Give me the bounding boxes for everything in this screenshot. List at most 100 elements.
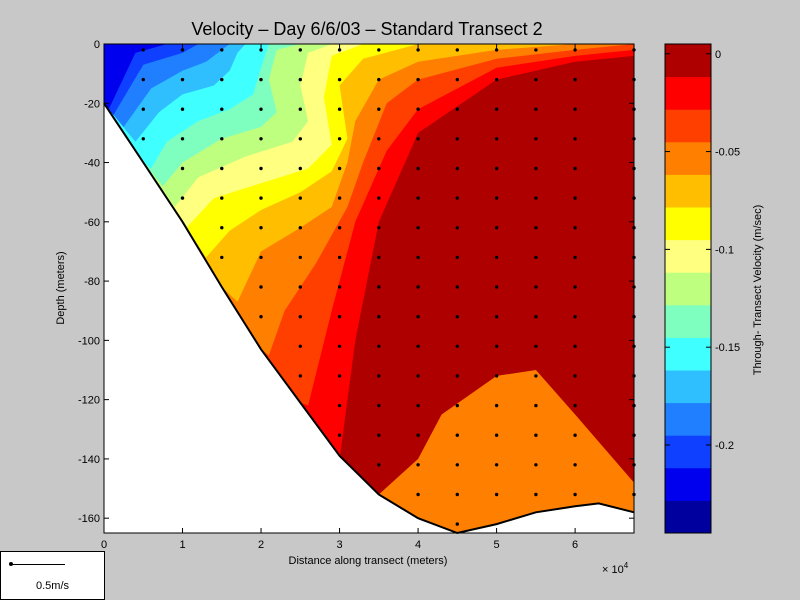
velocity-sample <box>494 77 499 82</box>
velocity-sample <box>573 403 577 408</box>
y-tick-label: -20 <box>84 98 100 110</box>
velocity-sample <box>220 48 224 52</box>
velocity-sample <box>455 522 459 526</box>
chart-title: Velocity – Day 6/6/03 – Standard Transec… <box>191 19 542 39</box>
velocity-sample <box>455 137 459 141</box>
colorbar-tick-label: 0 <box>715 49 721 61</box>
velocity-sample <box>416 107 420 111</box>
velocity-sample <box>573 107 577 111</box>
velocity-sample <box>298 77 302 82</box>
scale-label: 0.5m/s <box>36 580 70 592</box>
velocity-sample <box>573 166 577 171</box>
colorbar-segment <box>665 44 711 78</box>
colorbar-label: Through- Transect Velocity (m/sec) <box>752 205 764 376</box>
velocity-sample <box>494 315 499 319</box>
colorbar-segment <box>665 207 711 241</box>
colorbar-segment <box>665 174 711 208</box>
colorbar-segment <box>665 141 711 175</box>
velocity-sample <box>455 48 459 52</box>
velocity-sample <box>259 285 263 289</box>
velocity-sample <box>298 166 302 171</box>
velocity-sample <box>377 374 381 378</box>
velocity-sample <box>534 374 538 378</box>
velocity-sample <box>180 107 185 111</box>
colorbar-segment <box>665 435 711 469</box>
velocity-sample <box>180 77 185 82</box>
velocity-sample <box>180 196 185 200</box>
velocity-sample <box>337 403 342 408</box>
velocity-sample <box>494 196 499 200</box>
velocity-sample <box>141 77 145 82</box>
velocity-sample <box>534 403 538 408</box>
velocity-sample <box>494 255 499 260</box>
velocity-sample <box>298 196 302 200</box>
velocity-sample <box>220 107 224 111</box>
velocity-sample <box>494 433 499 437</box>
velocity-sample <box>573 492 577 497</box>
velocity-sample <box>416 433 420 437</box>
velocity-sample <box>337 226 342 230</box>
velocity-sample <box>220 166 224 171</box>
velocity-sample <box>416 492 420 497</box>
velocity-contours <box>104 44 634 533</box>
velocity-sample <box>337 374 342 378</box>
velocity-sample <box>455 492 459 497</box>
colorbar-frame <box>664 43 712 534</box>
velocity-sample <box>377 196 381 200</box>
velocity-sample <box>259 255 263 260</box>
velocity-sample <box>259 77 263 82</box>
velocity-sample <box>534 255 538 260</box>
velocity-sample <box>377 285 381 289</box>
seafloor-line <box>103 102 635 535</box>
velocity-sample <box>259 48 263 52</box>
x-axis-label: Distance along transect (meters) <box>289 555 448 567</box>
velocity-sample <box>337 255 342 260</box>
velocity-sample <box>298 226 302 230</box>
velocity-sample <box>416 463 420 467</box>
velocity-sample <box>534 166 538 171</box>
velocity-sample <box>534 48 538 52</box>
velocity-sample <box>573 48 577 52</box>
velocity-sample <box>573 285 577 289</box>
velocity-sample <box>416 226 420 230</box>
velocity-sample <box>494 137 499 141</box>
x-multiplier-exponent: 4 <box>624 561 629 570</box>
velocity-sample <box>494 107 499 111</box>
velocity-sample <box>141 48 145 52</box>
velocity-vectors <box>141 48 636 526</box>
y-tick-label: -60 <box>84 217 100 229</box>
vector-scale-legend: 0.5m/s <box>0 551 105 600</box>
velocity-sample <box>180 137 185 141</box>
colorbar-segment <box>665 239 711 273</box>
colorbar <box>665 44 711 534</box>
velocity-sample <box>259 107 263 111</box>
velocity-sample <box>534 315 538 319</box>
velocity-sample <box>534 492 538 497</box>
colorbar-segment <box>665 467 711 501</box>
velocity-sample <box>298 315 302 319</box>
velocity-sample <box>298 137 302 141</box>
colorbar-segment <box>665 337 711 371</box>
velocity-sample <box>259 315 263 319</box>
velocity-sample <box>494 344 499 348</box>
velocity-sample <box>494 48 499 52</box>
velocity-sample <box>534 463 538 467</box>
velocity-sample <box>180 166 185 171</box>
velocity-sample <box>534 285 538 289</box>
scale-arrow-dot <box>9 562 13 566</box>
velocity-sample <box>455 374 459 378</box>
velocity-sample <box>416 48 420 52</box>
x-tick-label: 4 <box>415 539 421 551</box>
x-tick-label: 3 <box>336 539 342 551</box>
colorbar-tick-label: -0.05 <box>715 147 740 159</box>
velocity-sample <box>416 285 420 289</box>
colorbar-tick-label: -0.15 <box>715 342 740 354</box>
velocity-sample <box>377 315 381 319</box>
colorbar-tick-label: -0.2 <box>715 440 734 452</box>
colorbar-ticks: 0 -0.05 -0.1 -0.15 -0.2 <box>665 49 740 452</box>
velocity-sample <box>416 255 420 260</box>
velocity-sample <box>377 255 381 260</box>
velocity-sample <box>220 137 224 141</box>
velocity-sample <box>494 374 499 378</box>
